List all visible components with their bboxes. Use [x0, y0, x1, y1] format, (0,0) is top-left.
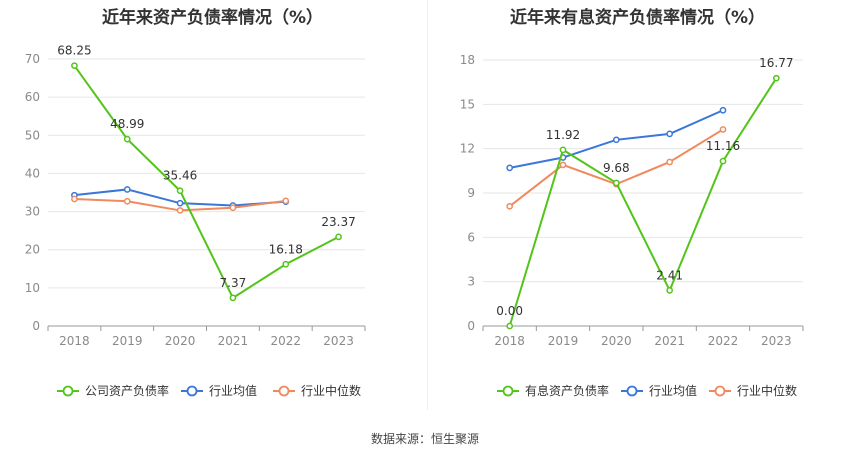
x-tick-label: 2023	[323, 334, 354, 348]
panel-divider	[427, 0, 428, 410]
data-point-1	[719, 106, 727, 114]
left-chart-svg: 0 10 20 30 40 50 60 70 2018 2019 2020 2021 2022 2023 6…	[25, 44, 366, 398]
legend-swatch-marker	[278, 385, 290, 397]
data-point-2	[719, 126, 727, 133]
x-tick-label: 2018	[494, 334, 525, 348]
x-tick-label: 2020	[601, 334, 632, 348]
data-source-note: 数据来源：恒生聚源	[370, 432, 479, 446]
data-label: 16.77	[759, 56, 793, 70]
data-point-0	[666, 287, 674, 294]
legend-swatch-marker	[714, 385, 726, 397]
y-tick-label: 15	[460, 97, 475, 111]
x-tick-label: 2023	[761, 334, 792, 348]
data-point-1	[123, 186, 131, 193]
y-tick-label: 18	[460, 53, 475, 67]
y-tick-label: 30	[25, 205, 40, 219]
data-point-0	[123, 135, 131, 143]
data-point-0	[71, 62, 78, 70]
y-tick-label: 10	[25, 281, 40, 295]
data-label: 48.99	[110, 117, 144, 131]
data-label: 2.41	[656, 268, 683, 282]
data-label: 11.92	[546, 128, 580, 142]
legend-label: 有息资产负债率	[525, 383, 609, 398]
y-tick-label: 40	[25, 166, 40, 180]
data-label: 0.00	[496, 304, 523, 318]
y-tick-label: 20	[25, 243, 40, 257]
x-tick-label: 2021	[654, 334, 685, 348]
y-tick-label: 60	[25, 90, 40, 104]
y-tick-label: 6	[467, 230, 475, 244]
y-tick-label: 3	[467, 275, 475, 289]
x-tick-label: 2019	[112, 334, 143, 348]
data-label: 9.68	[603, 161, 630, 175]
data-label: 7.37	[220, 276, 247, 290]
data-point-2	[229, 204, 237, 212]
data-point-1	[176, 199, 184, 207]
data-point-2	[282, 197, 290, 205]
data-point-1	[612, 136, 620, 144]
data-point-2	[71, 195, 78, 203]
data-point-1	[666, 130, 674, 138]
data-label: 11.16	[706, 139, 740, 153]
x-tick-label: 2020	[165, 334, 196, 348]
series-line-0	[73, 65, 340, 300]
right-chart-title: 近年来有息资产负债率情况（%）	[509, 8, 766, 28]
data-point-2	[176, 207, 184, 214]
legend-label: 行业中位数	[301, 383, 361, 398]
data-point-2	[559, 161, 567, 169]
data-point-2	[123, 197, 131, 205]
data-point-2	[506, 202, 514, 210]
left-chart-title: 近年来资产负债率情况（%）	[101, 8, 324, 28]
data-point-0	[772, 74, 780, 82]
x-tick-label: 2022	[708, 334, 739, 348]
data-point-0	[612, 179, 620, 187]
y-tick-label: 0	[467, 319, 475, 333]
data-point-2	[666, 158, 674, 166]
data-point-0	[559, 146, 567, 154]
data-label: 68.25	[57, 44, 91, 58]
x-tick-label: 2019	[548, 334, 579, 348]
left-chart-panel: 近年来资产负债率情况（%） 0 10 20 30 40 50 60 70 2018 2019 202…	[0, 0, 425, 420]
data-label: 35.46	[163, 169, 197, 183]
data-label: 16.18	[269, 242, 303, 256]
legend-swatch-marker	[502, 385, 514, 397]
data-point-0	[719, 157, 727, 165]
y-tick-label: 50	[25, 128, 40, 142]
x-tick-label: 2018	[59, 334, 90, 348]
data-point-0	[176, 187, 184, 195]
right-chart-panel: 近年来有息资产负债率情况（%） 0 3 6 9 12 15 18 2018 2019 2020 20…	[425, 0, 850, 420]
y-tick-label: 70	[25, 52, 40, 66]
x-tick-label: 2022	[270, 334, 301, 348]
legend-label: 行业均值	[209, 383, 257, 398]
legend-swatch-marker	[62, 385, 74, 397]
y-tick-label: 12	[460, 142, 475, 156]
legend-label: 行业中位数	[737, 383, 797, 398]
data-point-0	[229, 294, 237, 302]
data-label: 23.37	[321, 215, 355, 229]
data-point-1	[506, 164, 514, 172]
x-tick-label: 2021	[218, 334, 249, 348]
data-point-0	[335, 233, 342, 241]
series-line-0	[508, 77, 778, 327]
legend-swatch-marker	[626, 385, 638, 397]
legend-label: 公司资产负债率	[85, 383, 169, 398]
data-point-0	[282, 260, 290, 268]
legend-label: 行业均值	[649, 383, 697, 398]
y-tick-label: 9	[467, 186, 475, 200]
data-point-0	[506, 322, 514, 330]
right-chart-svg: 0 3 6 9 12 15 18 2018 2019 2020 2021 2022 2023 0.00 11…	[460, 53, 804, 398]
legend-swatch-marker	[186, 385, 198, 397]
y-tick-label: 0	[32, 319, 40, 333]
